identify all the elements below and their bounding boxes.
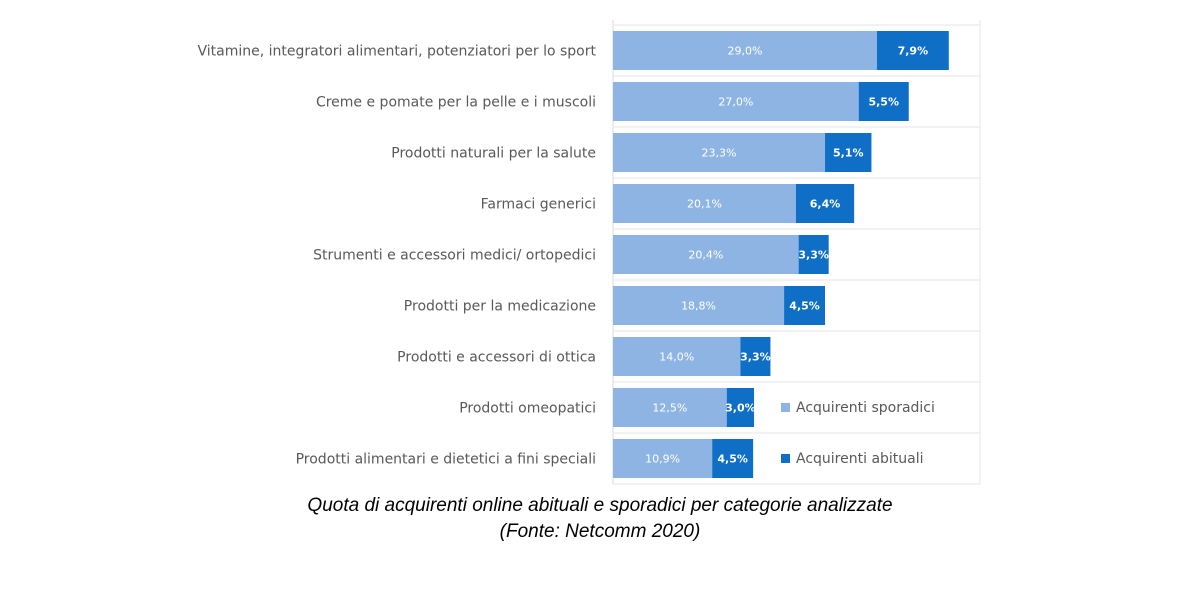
- category-label: Prodotti e accessori di ottica: [397, 350, 596, 366]
- data-label-habitual: 5,5%: [868, 96, 899, 109]
- bar-habitual: [858, 82, 909, 121]
- data-label-sporadic: 18,8%: [681, 300, 716, 313]
- bar-sporadic: [613, 235, 799, 274]
- data-label-habitual: 7,9%: [898, 45, 929, 58]
- data-label-habitual: 3,0%: [725, 402, 756, 415]
- bar-sporadic: [613, 286, 785, 325]
- legend-swatch-sporadic: [781, 403, 790, 412]
- data-label-sporadic: 20,1%: [687, 198, 722, 211]
- data-label-habitual: 3,3%: [740, 351, 771, 364]
- bar-sporadic: [613, 337, 741, 376]
- legend-swatch-habitual: [781, 454, 790, 463]
- bar-sporadic: [613, 439, 713, 478]
- category-label: Strumenti e accessori medici/ ortopedici: [313, 248, 596, 264]
- data-label-habitual: 3,3%: [798, 249, 829, 262]
- category-labels: Vitamine, integratori alimentari, potenz…: [198, 44, 597, 468]
- bar-habitual: [712, 439, 754, 478]
- bar-habitual: [825, 133, 872, 172]
- bar-habitual: [784, 286, 826, 325]
- bar-habitual: [798, 235, 829, 274]
- data-label-sporadic: 12,5%: [652, 402, 687, 415]
- caption-source: (Fonte: Netcomm 2020): [499, 521, 701, 542]
- category-label: Farmaci generici: [481, 197, 596, 213]
- bar-sporadic: [613, 184, 796, 223]
- bar-habitual: [740, 337, 771, 376]
- category-label: Prodotti naturali per la salute: [391, 146, 596, 162]
- data-label-sporadic: 23,3%: [702, 147, 737, 160]
- caption-title: Quota di acquirenti online abituali e sp…: [307, 495, 893, 516]
- legend-label-sporadic: Acquirenti sporadici: [796, 400, 935, 416]
- category-label: Prodotti per la medicazione: [404, 299, 596, 315]
- bar-habitual: [795, 184, 855, 223]
- bar-sporadic: [613, 31, 877, 70]
- bar-habitual: [876, 31, 949, 70]
- bar-sporadic: [613, 133, 826, 172]
- legend: Acquirenti sporadici Acquirenti abituali: [781, 400, 935, 467]
- data-label-habitual: 5,1%: [833, 147, 864, 160]
- data-label-habitual: 6,4%: [810, 198, 841, 211]
- data-label-sporadic: 20,4%: [688, 249, 723, 262]
- data-label-sporadic: 29,0%: [727, 45, 762, 58]
- bar-sporadic: [613, 82, 859, 121]
- bar-sporadic: [613, 388, 727, 427]
- legend-label-habitual: Acquirenti abituali: [796, 451, 924, 467]
- bars: 29,0% 7,9% 27,0% 5,5% 23,3% 5,1% 20,1% 6,4% 20,4…: [613, 31, 949, 478]
- data-label-habitual: 4,5%: [789, 300, 820, 313]
- plot-frame: [612, 20, 981, 485]
- bar-habitual: [726, 388, 755, 427]
- data-label-habitual: 4,5%: [717, 453, 748, 466]
- category-label: Vitamine, integratori alimentari, potenz…: [198, 44, 597, 60]
- category-label: Creme e pomate per la pelle e i muscoli: [316, 95, 596, 111]
- data-label-sporadic: 27,0%: [718, 96, 753, 109]
- data-label-sporadic: 10,9%: [645, 453, 680, 466]
- category-label: Prodotti omeopatici: [459, 401, 596, 417]
- data-label-sporadic: 14,0%: [659, 351, 694, 364]
- category-label: Prodotti alimentari e dietetici a fini s…: [296, 452, 596, 468]
